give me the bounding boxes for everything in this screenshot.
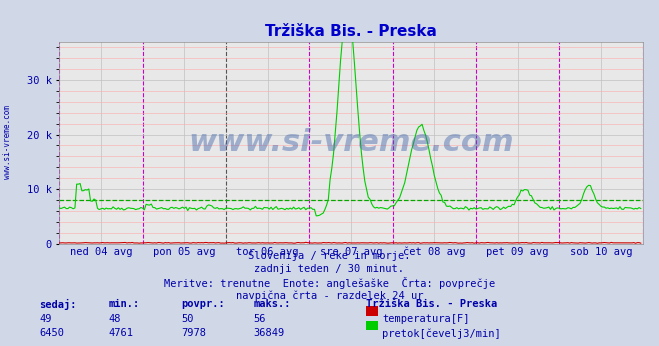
Text: Slovenija / reke in morje.: Slovenija / reke in morje. (248, 251, 411, 261)
Text: 50: 50 (181, 314, 194, 324)
Text: www.si-vreme.com: www.si-vreme.com (3, 105, 13, 179)
Text: 49: 49 (40, 314, 52, 324)
Text: pretok[čevelj3/min]: pretok[čevelj3/min] (382, 328, 501, 339)
Text: maks.:: maks.: (254, 299, 291, 309)
Text: 56: 56 (254, 314, 266, 324)
Text: povpr.:: povpr.: (181, 299, 225, 309)
Text: temperatura[F]: temperatura[F] (382, 314, 470, 324)
Title: Tržiška Bis. - Preska: Tržiška Bis. - Preska (265, 24, 437, 39)
Text: min.:: min.: (109, 299, 140, 309)
Text: www.si-vreme.com: www.si-vreme.com (188, 128, 514, 157)
Text: 7978: 7978 (181, 328, 206, 338)
Text: Meritve: trenutne  Enote: anglešaške  Črta: povprečje: Meritve: trenutne Enote: anglešaške Črta… (164, 277, 495, 289)
Text: 36849: 36849 (254, 328, 285, 338)
Text: 6450: 6450 (40, 328, 65, 338)
Text: 48: 48 (109, 314, 121, 324)
Text: zadnji teden / 30 minut.: zadnji teden / 30 minut. (254, 264, 405, 274)
Text: navpična črta - razdelek 24 ur: navpična črta - razdelek 24 ur (236, 290, 423, 301)
Text: Tržiška Bis. - Preska: Tržiška Bis. - Preska (366, 299, 497, 309)
Text: 4761: 4761 (109, 328, 134, 338)
Text: sedaj:: sedaj: (40, 299, 77, 310)
